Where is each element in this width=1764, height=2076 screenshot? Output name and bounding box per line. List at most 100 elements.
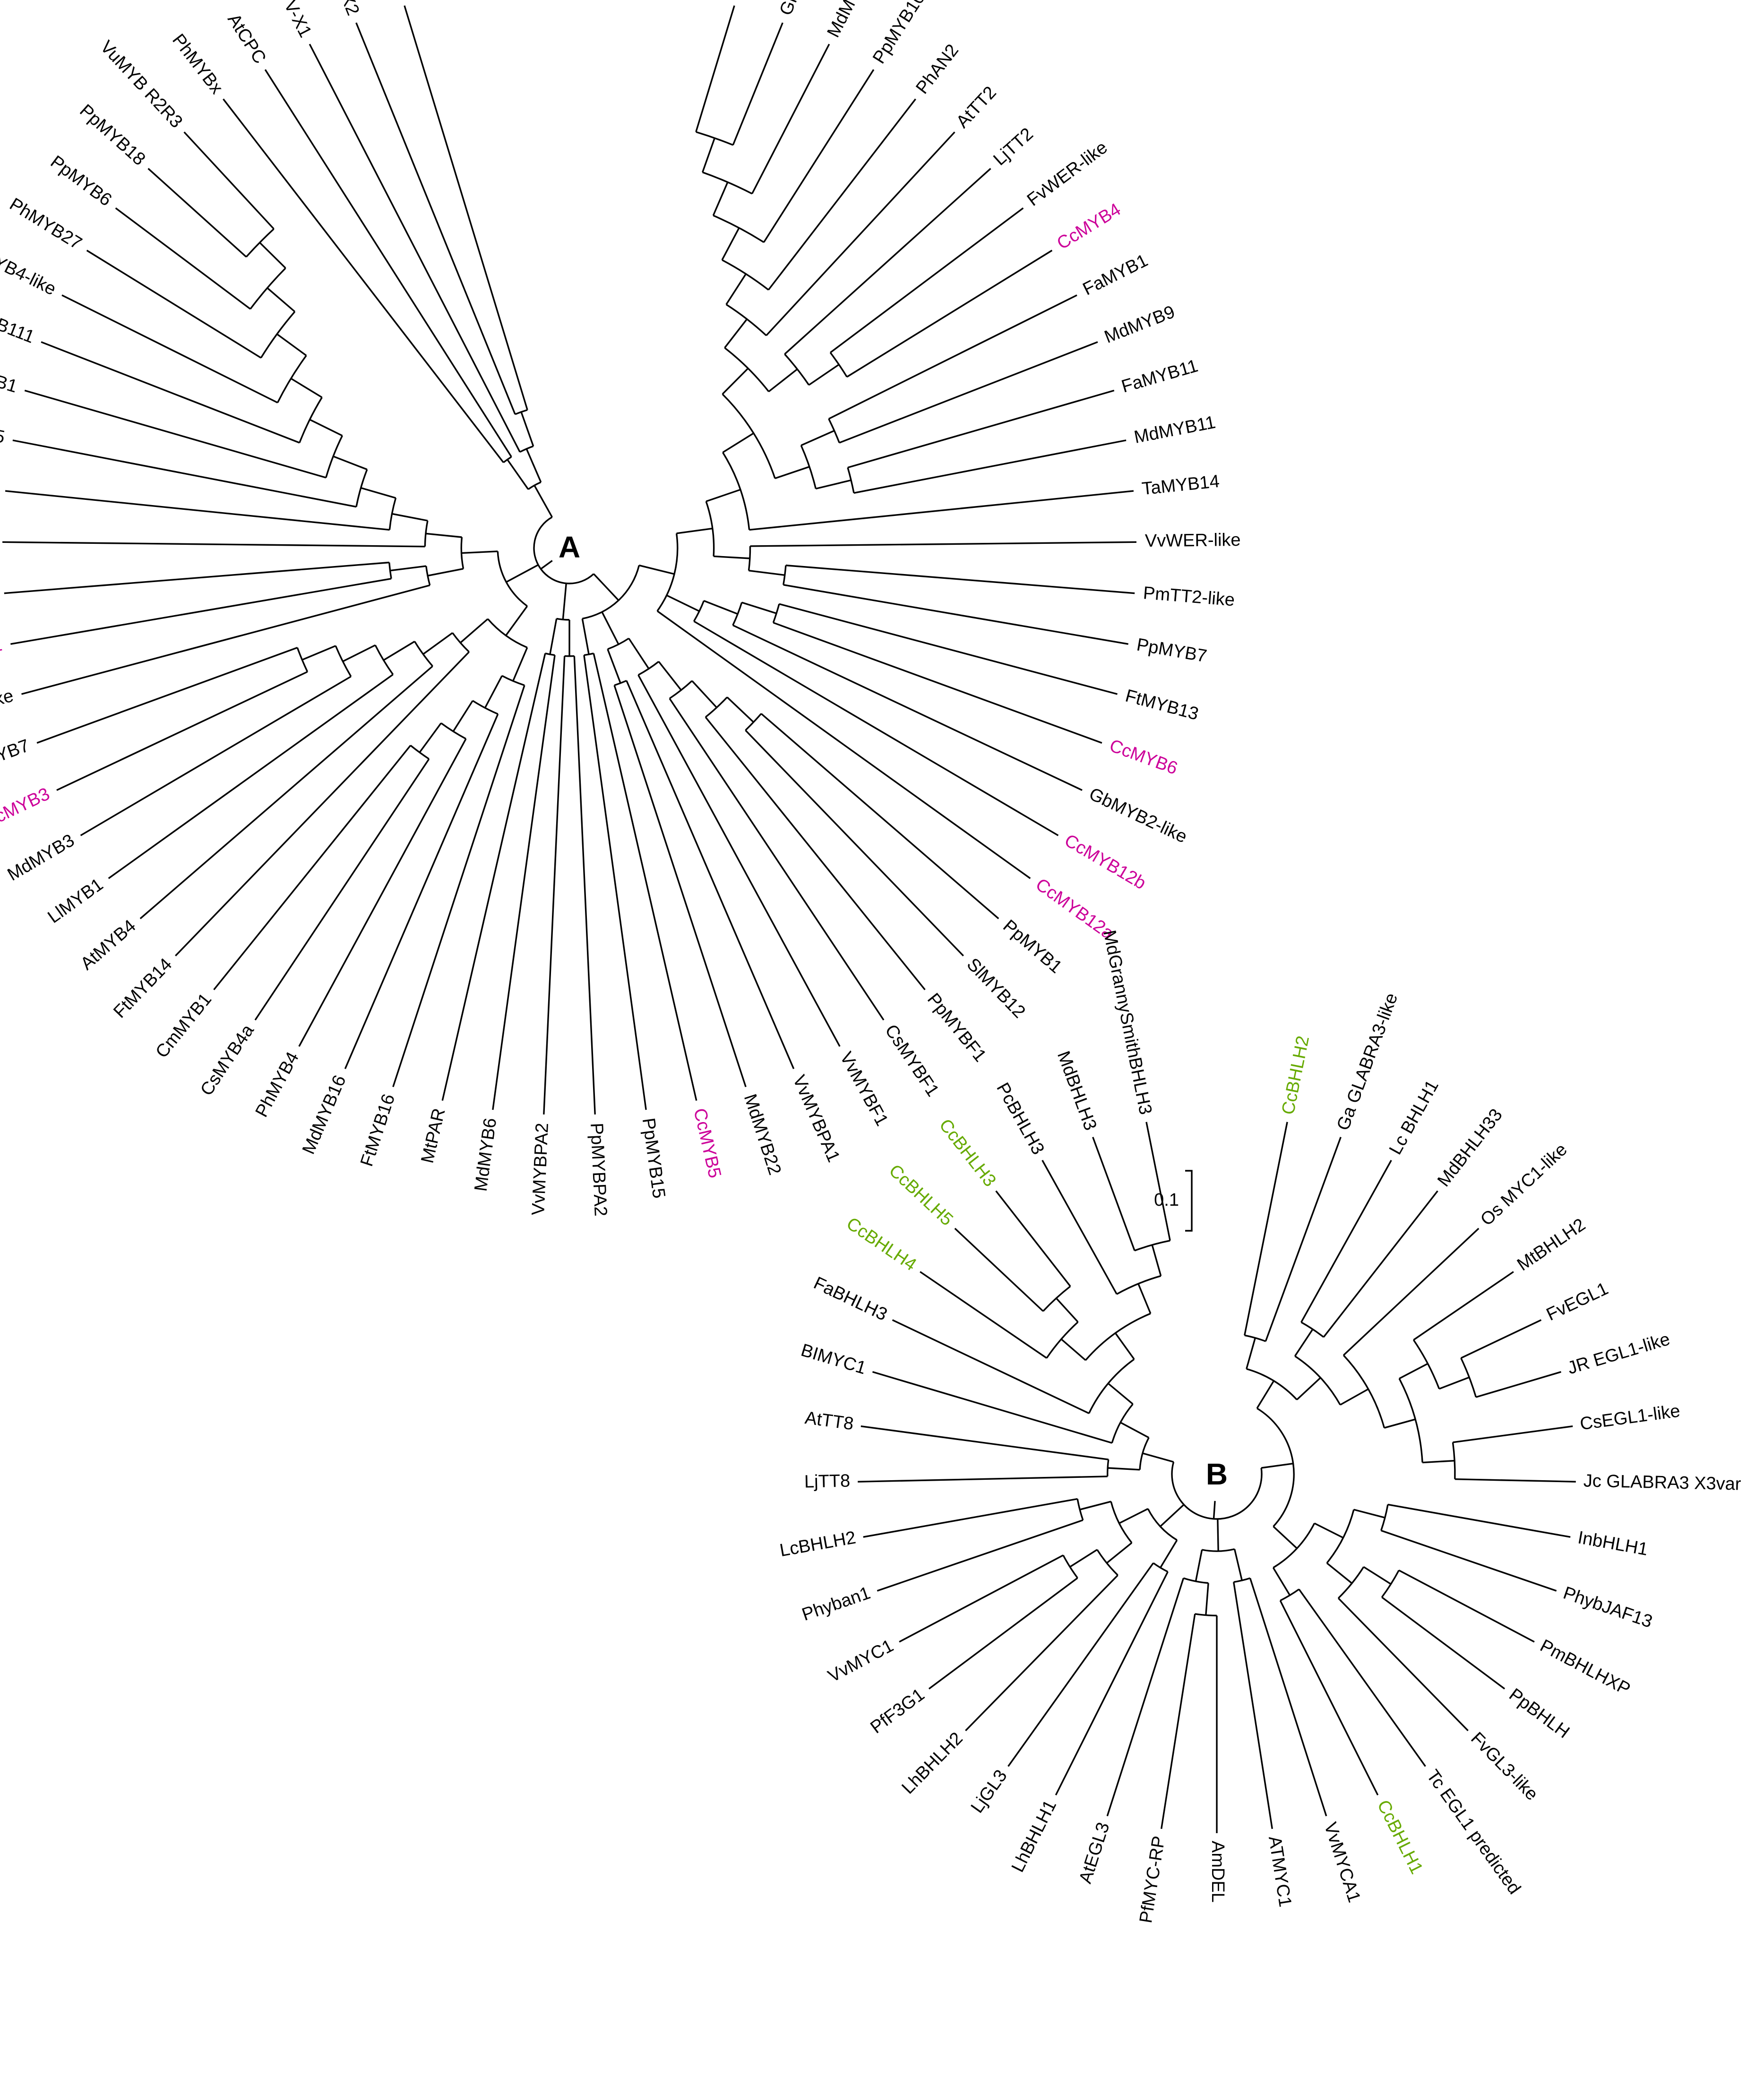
tree-a-taxon-ccmyb12b: CcMYB12b — [1061, 831, 1149, 894]
tree-b-branch-32 — [1274, 1527, 1297, 1548]
tree-b-branch-39 — [1381, 1531, 1557, 1591]
tree-a-branch-146 — [5, 491, 389, 530]
tree-a-node-arc-113 — [411, 746, 429, 759]
tree-a-branch-68 — [629, 638, 649, 669]
tree-a-taxon-ccmyb4: CcMYB4 — [1054, 199, 1125, 253]
tree-b-branch-87 — [858, 1476, 1108, 1482]
tree-a-node-arc-90 — [557, 618, 569, 619]
tree-a-branch-20 — [713, 182, 728, 216]
tree-a-branch-143 — [2, 542, 425, 546]
tree-a-branch-162 — [267, 288, 295, 311]
tree-b-branch-36 — [1354, 1510, 1385, 1518]
tree-b-branch-23 — [1413, 1272, 1514, 1340]
tree-a-branch-83 — [627, 681, 794, 1069]
tree-a-branch-85 — [582, 618, 589, 654]
tree-a-branch-41 — [829, 295, 1077, 419]
tree-a-branch-124 — [109, 675, 393, 879]
tree-a-node-arc-71 — [670, 681, 692, 698]
tree-a-taxon-mdmyb3: MdMYB3 — [4, 831, 78, 885]
tree-b-branch-30 — [1453, 1426, 1573, 1442]
tree-a-branch-8 — [706, 489, 740, 501]
tree-a-taxon-phmyb27: PhMYB27 — [6, 194, 86, 254]
tree-a-taxon-slmybatv-x2: SlMYBATV-X2 — [301, 0, 363, 18]
tree-b-taxon-tc-egl1-predicted: Tc EGL1 predicted — [1422, 1766, 1524, 1898]
tree-a-taxon-slmyb12: SlMYB12 — [963, 954, 1029, 1022]
tree-a-taxon-gmmyb1: GmMYB1 — [0, 356, 19, 397]
tree-a-node-arc-110 — [441, 723, 466, 739]
tree-b-taxon-pfmyc-rp: PfMYC-RP — [1136, 1835, 1169, 1924]
tree-a-branch-30 — [769, 369, 797, 391]
tree-a-branch-112 — [420, 723, 441, 753]
tree-a-taxon-mdmyb9: MdMYB9 — [1101, 302, 1178, 347]
tree-b-branch-38 — [1388, 1504, 1570, 1537]
tree-a-node-arc-73 — [706, 697, 727, 717]
tree-a-branch-62 — [773, 623, 1101, 743]
tree-a-branch-53 — [786, 566, 1135, 593]
tree-b-taxon-ccbhlh4: CcBHLH4 — [843, 1214, 920, 1275]
tree-b-branch-89 — [1120, 1423, 1149, 1438]
tree-a-branch-164 — [116, 208, 250, 309]
tree-a-branch-70 — [659, 661, 681, 690]
tree-b-taxon-ccbhlh2: CcBHLH2 — [1278, 1034, 1313, 1116]
tree-a-taxon-ppmyb6: PpMYB6 — [47, 152, 115, 210]
tree-panel-a: CsRUBYGmMYB10MdMYB10PpMYB10PhAN2AtTT2LjT… — [0, 0, 1241, 1217]
tree-b-taxon-mdbhlh3: MdBHLH3 — [1053, 1048, 1101, 1133]
tree-b-branch-92 — [1108, 1383, 1133, 1404]
tree-b-branch-47 — [1273, 1568, 1290, 1595]
scale-bar: 0.1 — [1154, 1171, 1192, 1231]
tree-a-branch-136 — [21, 585, 430, 694]
tree-b-branch-66 — [1161, 1540, 1177, 1568]
tree-b-node-arc-76 — [1063, 1555, 1077, 1578]
tree-a-branch-12 — [723, 369, 748, 395]
tree-a-branch-72 — [692, 681, 716, 707]
tree-a-node-arc-58 — [733, 602, 742, 625]
tree-a-taxon-phmyb4: PhMYB4 — [252, 1049, 303, 1121]
tree-b-branch-31 — [1455, 1479, 1576, 1482]
tree-b-node-arc-101 — [1043, 1287, 1070, 1312]
tree-b-node-arc-48 — [1280, 1589, 1299, 1601]
tree-a-branch-14 — [725, 319, 747, 348]
tree-a-branch-33 — [809, 365, 839, 385]
tree-a-branch-0 — [541, 561, 552, 569]
tree-a-branch-18 — [722, 228, 739, 260]
tree-a-taxon-ppmybf1: PpMYBF1 — [923, 989, 990, 1065]
tree-a-taxon-tamyb14: TaMYB14 — [1141, 472, 1220, 499]
tree-a-taxon-ftmyb15: FtMYB15 — [0, 414, 7, 447]
tree-a-branch-128 — [302, 646, 336, 660]
tree-a-node-arc-172 — [503, 457, 511, 463]
tree-b-taxon-vvmyca1: VvMYCA1 — [1320, 1820, 1364, 1905]
tree-a-branch-39 — [801, 431, 834, 446]
tree-b-taxon-jr-egl1-like: JR EGL1-like — [1565, 1329, 1672, 1378]
tree-a-taxon-nnmyb4-like: NnMYB4-like — [0, 235, 59, 299]
tree-a-branch-153 — [310, 420, 342, 436]
tree-b-taxon-ategl3: AtEGL3 — [1076, 1820, 1114, 1886]
tree-b-taxon-ccbhlh1: CcBHLH1 — [1373, 1797, 1427, 1877]
tree-b-branch-94 — [893, 1320, 1089, 1414]
tree-a-taxon-phmybx: PhMYBx — [168, 30, 227, 98]
tree-a-taxon-fvwer-like: FvWER-like — [1024, 137, 1111, 210]
tree-a-branch-66 — [602, 612, 619, 644]
tree-b-branch-78 — [899, 1555, 1063, 1642]
tree-b-branch-42 — [1364, 1567, 1391, 1584]
tree-a-taxon-mdmyb22: MdMYB22 — [740, 1091, 785, 1177]
tree-a-branch-111 — [299, 739, 466, 1047]
tree-a-taxon-phan2: PhAN2 — [912, 41, 963, 98]
tree-b-branch-102 — [955, 1228, 1043, 1311]
tree-b-taxon-mdgrannysmithbhlh3: MdGrannySmithBHLH3 — [1099, 928, 1155, 1116]
tree-a-branch-59 — [742, 602, 776, 613]
tree-a-branch-27 — [764, 69, 873, 242]
tree-a-node-arc-56 — [694, 601, 704, 621]
tree-a-taxon-gmmyb10: GmMYB10 — [776, 0, 827, 18]
tree-b-taxon-mtbhlh2: MtBHLH2 — [1514, 1215, 1589, 1275]
tree-a-taxon-vumyb-r2r3: VuMYB R2R3 — [96, 37, 187, 132]
panel-label-b: B — [1206, 1457, 1228, 1491]
tree-a-taxon-ppmyb7: PpMYB7 — [1135, 635, 1208, 667]
tree-a-branch-118 — [175, 652, 469, 956]
tree-a-node-arc-86 — [584, 653, 594, 655]
tree-a-branch-48 — [714, 556, 750, 558]
tree-a-branch-24 — [696, 6, 734, 132]
tree-b-branch-63 — [1107, 1578, 1183, 1816]
tree-a-branch-77 — [746, 730, 964, 956]
tree-b-branch-14 — [1301, 1160, 1392, 1322]
tree-a-taxon-gbmyb2-like: GbMYB2-like — [1086, 784, 1190, 847]
